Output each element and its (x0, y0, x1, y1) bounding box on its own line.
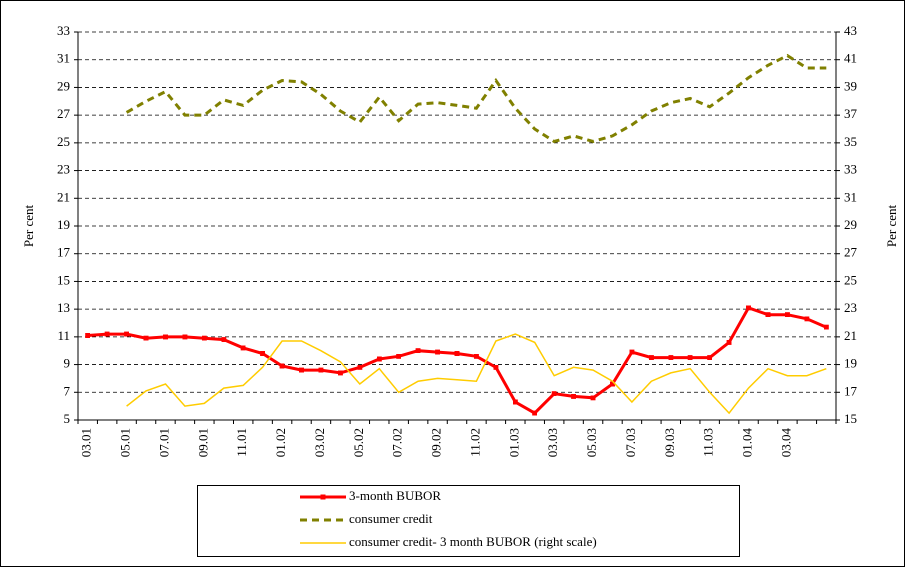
y2-axis-label: Per cent (884, 204, 899, 247)
x-tick-label: 03.04 (778, 428, 793, 458)
y2-tick-label: 37 (844, 106, 858, 121)
x-tick-label: 11.02 (467, 428, 482, 457)
x-tick-label: 03.01 (79, 428, 94, 457)
y-tick-label: 13 (57, 300, 70, 315)
y2-tick-label: 35 (844, 134, 857, 149)
y2-tick-label: 41 (844, 51, 857, 66)
x-tick-label: 11.03 (701, 428, 716, 457)
x-tick-label: 01.03 (506, 428, 521, 457)
y2-tick-label: 33 (844, 162, 857, 177)
x-tick-label: 07.02 (390, 428, 405, 457)
y-tick-label: 31 (57, 51, 70, 66)
y-tick-label: 11 (57, 328, 70, 343)
legend-box (197, 485, 740, 557)
y2-tick-label: 23 (844, 300, 857, 315)
y-tick-label: 29 (57, 78, 70, 93)
x-tick-label: 07.03 (623, 428, 638, 457)
x-tick-label: 05.01 (118, 428, 133, 457)
x-tick-label: 11.01 (234, 428, 249, 457)
y2-tick-label: 17 (844, 383, 858, 398)
legend-label: consumer credit (349, 511, 433, 526)
series-line (85, 305, 829, 416)
x-tick-label: 01.02 (273, 428, 288, 457)
y-tick-label: 19 (57, 217, 70, 232)
y2-tick-label: 27 (844, 245, 858, 260)
x-tick-label: 09.03 (662, 428, 677, 457)
x-tick-label: 03.02 (312, 428, 327, 457)
y-tick-label: 25 (57, 134, 70, 149)
x-tick-label: 09.01 (195, 428, 210, 457)
legend-label: consumer credit- 3 month BUBOR (right sc… (349, 534, 597, 549)
x-tick-label: 07.01 (156, 428, 171, 457)
series-line (126, 333, 827, 415)
y-tick-label: 7 (64, 383, 71, 398)
y-tick-label: 9 (64, 356, 71, 371)
y2-tick-label: 31 (844, 189, 857, 204)
y-tick-label: 17 (57, 245, 71, 260)
y-tick-label: 33 (57, 23, 70, 38)
x-tick-label: 09.02 (429, 428, 444, 457)
x-tick-label: 01.04 (740, 428, 755, 458)
x-tick-label: 05.02 (351, 428, 366, 457)
y2-tick-label: 25 (844, 272, 857, 287)
y-tick-label: 5 (64, 411, 71, 426)
legend-marker (320, 494, 326, 500)
y2-tick-label: 29 (844, 217, 857, 232)
y-tick-label: 23 (57, 162, 70, 177)
y-tick-label: 21 (57, 189, 70, 204)
x-tick-label: 05.03 (584, 428, 599, 457)
y2-tick-label: 15 (844, 411, 857, 426)
y-axis-label: Per cent (21, 204, 36, 247)
y2-tick-label: 21 (844, 328, 857, 343)
y-tick-label: 15 (57, 272, 70, 287)
legend-label: 3-month BUBOR (349, 488, 441, 503)
y2-tick-label: 39 (844, 78, 857, 93)
x-tick-label: 03.03 (545, 428, 560, 457)
series-line (125, 53, 827, 144)
y-tick-label: 27 (57, 106, 71, 121)
y2-tick-label: 19 (844, 356, 857, 371)
y2-tick-label: 43 (844, 23, 857, 38)
